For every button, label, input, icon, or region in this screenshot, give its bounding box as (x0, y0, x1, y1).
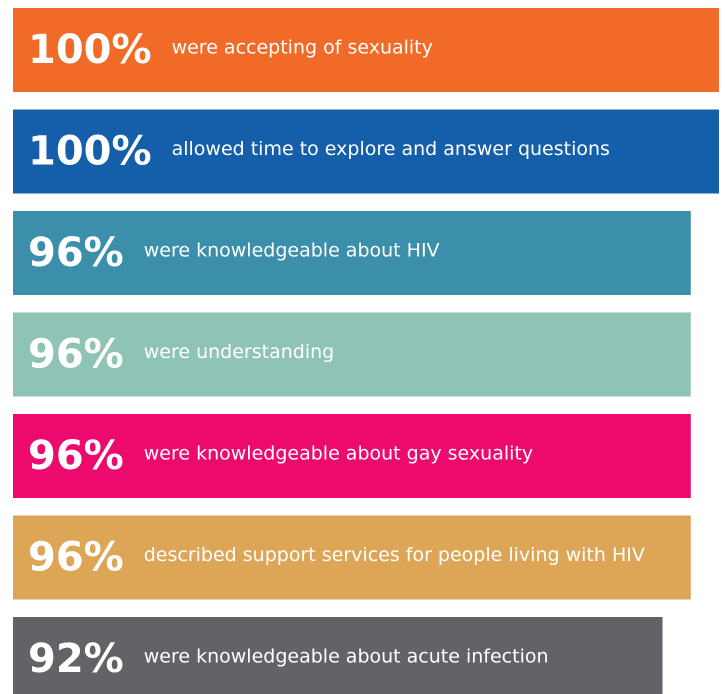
bar-label: described support services for people li… (144, 544, 645, 566)
bar (13, 312, 691, 397)
value-label: 96% (28, 332, 124, 378)
bar-label: were understanding (144, 341, 334, 363)
value-label: 96% (28, 433, 124, 479)
bar-label: were accepting of sexuality (172, 37, 433, 59)
bar (13, 414, 691, 498)
bar-label: allowed time to explore and answer quest… (172, 138, 610, 160)
value-label: 100% (28, 27, 152, 73)
value-label: 96% (28, 230, 124, 276)
bar-label: were knowledgeable about gay sexuality (144, 443, 533, 465)
bar (13, 8, 719, 92)
bar-label: were knowledgeable about HIV (144, 240, 440, 262)
value-label: 96% (28, 535, 124, 581)
value-label: 100% (28, 129, 152, 175)
bar (13, 109, 719, 194)
bar (13, 515, 691, 600)
value-label: 92% (28, 636, 124, 682)
bar (13, 211, 691, 295)
bar (13, 617, 663, 694)
bar-label: were knowledgeable about acute infection (144, 646, 549, 668)
